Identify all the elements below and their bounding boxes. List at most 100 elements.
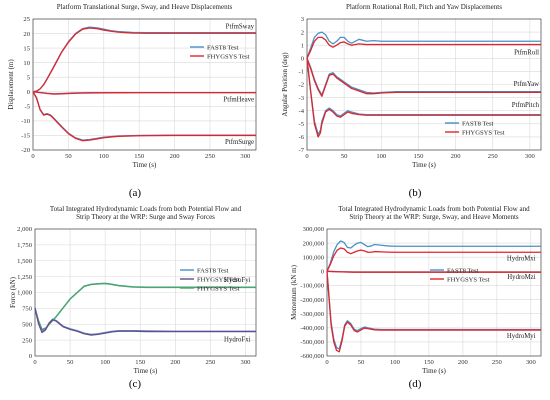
chart-title: Platform Rotational Roll, Pitch and Yaw … bbox=[346, 3, 502, 11]
legend-label: FAST8 Test bbox=[447, 267, 479, 274]
x-tick-label: 300 bbox=[525, 153, 536, 160]
series-annotation: PtfmYaw bbox=[514, 81, 539, 88]
y-tick-label: 5 bbox=[27, 74, 31, 81]
x-tick-label: 50 bbox=[341, 153, 348, 160]
y-tick-label: -2 bbox=[299, 82, 305, 89]
y-tick-label: 0 bbox=[27, 89, 31, 96]
plot-area-frame bbox=[34, 228, 257, 357]
y-tick-label: 200,000 bbox=[303, 240, 325, 247]
y-tick-label: 15 bbox=[23, 45, 30, 52]
x-tick-label: 200 bbox=[170, 359, 181, 366]
chart-panel-b: Platform Rotational Roll, Pitch and Yaw … bbox=[281, 3, 542, 199]
series-annotation: HydroFyi bbox=[224, 277, 251, 284]
x-tick-label: 200 bbox=[170, 153, 181, 160]
x-tick-label: 50 bbox=[65, 153, 72, 160]
series-line-2 bbox=[34, 307, 256, 336]
y-tick-label: 2 bbox=[301, 29, 304, 36]
x-tick-label: 150 bbox=[134, 153, 145, 160]
x-tick-label: 150 bbox=[135, 359, 146, 366]
x-tick-label: 50 bbox=[358, 359, 365, 366]
y-tick-label: -6 bbox=[299, 134, 305, 141]
x-tick-label: 300 bbox=[241, 359, 252, 366]
y-tick-label: -100,000 bbox=[300, 283, 324, 290]
y-tick-label: 1,250 bbox=[17, 274, 33, 281]
x-tick-label: 50 bbox=[67, 359, 74, 366]
series-line-1 bbox=[306, 36, 541, 59]
y-tick-label: -5 bbox=[299, 121, 305, 128]
y-tick-label: -1 bbox=[299, 69, 305, 76]
legend-label: FHYGSYS Test bbox=[197, 276, 240, 283]
x-tick-label: 100 bbox=[100, 359, 111, 366]
y-axis-label: Force (kN) bbox=[9, 276, 17, 308]
series-line-3 bbox=[306, 58, 541, 97]
y-tick-label: 1,500 bbox=[17, 258, 33, 265]
x-tick-label: 250 bbox=[205, 153, 216, 160]
chart-title: Strip Theory at the WRP: Surge, Sway, an… bbox=[349, 213, 519, 221]
y-tick-label: -300,000 bbox=[300, 311, 324, 318]
x-tick-label: 300 bbox=[240, 153, 251, 160]
x-axis-label: Time (s) bbox=[133, 161, 157, 169]
y-tick-label: 0 bbox=[29, 353, 33, 360]
x-axis-label: Time (s) bbox=[134, 367, 158, 375]
x-tick-label: 150 bbox=[424, 359, 435, 366]
series-line-3 bbox=[326, 270, 541, 273]
series-line-3 bbox=[32, 91, 256, 95]
plot-area-frame bbox=[32, 18, 257, 151]
plot-area-frame bbox=[326, 228, 542, 357]
legend-label: FHYGSYS Test bbox=[207, 53, 250, 60]
y-tick-label: -20 bbox=[21, 147, 30, 154]
y-tick-label: -5 bbox=[25, 104, 31, 111]
y-tick-label: -4 bbox=[299, 108, 305, 115]
y-tick-label: -15 bbox=[21, 133, 30, 140]
x-tick-label: 0 bbox=[305, 153, 309, 160]
series-line-0 bbox=[326, 240, 541, 272]
series-annotation: PtfmSurge bbox=[225, 139, 254, 146]
legend-label: FAST8 Test bbox=[207, 44, 239, 51]
y-axis-label: Displacement (m) bbox=[7, 59, 15, 110]
series-annotation: HydroFxi bbox=[224, 336, 251, 343]
y-tick-label: 25 bbox=[23, 16, 30, 23]
y-tick-label: -400,000 bbox=[300, 325, 324, 332]
chart-panel-c: Total Integrated Hydrodynamic Loads from… bbox=[9, 205, 257, 390]
x-tick-label: 100 bbox=[390, 359, 401, 366]
y-tick-label: 100,000 bbox=[303, 254, 325, 261]
x-tick-label: 0 bbox=[325, 359, 329, 366]
y-tick-label: 10 bbox=[23, 60, 30, 67]
y-tick-label: -10 bbox=[21, 118, 30, 125]
y-tick-label: 0 bbox=[301, 56, 305, 63]
x-tick-label: 100 bbox=[376, 153, 387, 160]
x-axis-label: Time (s) bbox=[422, 367, 446, 375]
legend-label: FAST8 Test bbox=[462, 120, 494, 127]
series-line-5 bbox=[306, 58, 541, 138]
y-tick-label: 3 bbox=[301, 16, 305, 23]
series-annotation: HydroMxi bbox=[507, 256, 536, 263]
series-line-1 bbox=[326, 247, 541, 272]
y-tick-label: 1 bbox=[301, 42, 304, 49]
x-tick-label: 200 bbox=[458, 359, 469, 366]
series-annotation: PtfmHeave bbox=[223, 97, 254, 104]
y-axis-label: Momentum (kN m) bbox=[290, 264, 298, 319]
y-tick-label: -3 bbox=[299, 95, 305, 102]
y-tick-label: 20 bbox=[23, 31, 30, 38]
panel-caption: (b) bbox=[409, 187, 422, 199]
series-line-5 bbox=[32, 91, 256, 142]
series-annotation: HydroMyi bbox=[507, 333, 536, 340]
y-tick-label: 750 bbox=[22, 306, 33, 313]
x-tick-label: 150 bbox=[413, 153, 424, 160]
x-tick-label: 250 bbox=[492, 359, 503, 366]
x-tick-label: 250 bbox=[488, 153, 499, 160]
panel-caption: (d) bbox=[409, 378, 422, 390]
plot-area-frame bbox=[306, 18, 542, 151]
y-tick-label: -200,000 bbox=[300, 297, 324, 304]
y-tick-label: -7 bbox=[299, 147, 305, 154]
x-tick-label: 200 bbox=[451, 153, 462, 160]
chart-title: Platform Translational Surge, Sway, and … bbox=[57, 3, 233, 11]
y-tick-label: 250 bbox=[22, 337, 33, 344]
x-axis-label: Time (s) bbox=[412, 161, 436, 169]
legend-label: FHYGSYS Test bbox=[197, 285, 240, 292]
x-tick-label: 300 bbox=[526, 359, 537, 366]
series-annotation: HydroMzi bbox=[507, 274, 535, 281]
y-tick-label: -500,000 bbox=[300, 339, 324, 346]
series-line-1 bbox=[32, 27, 256, 93]
